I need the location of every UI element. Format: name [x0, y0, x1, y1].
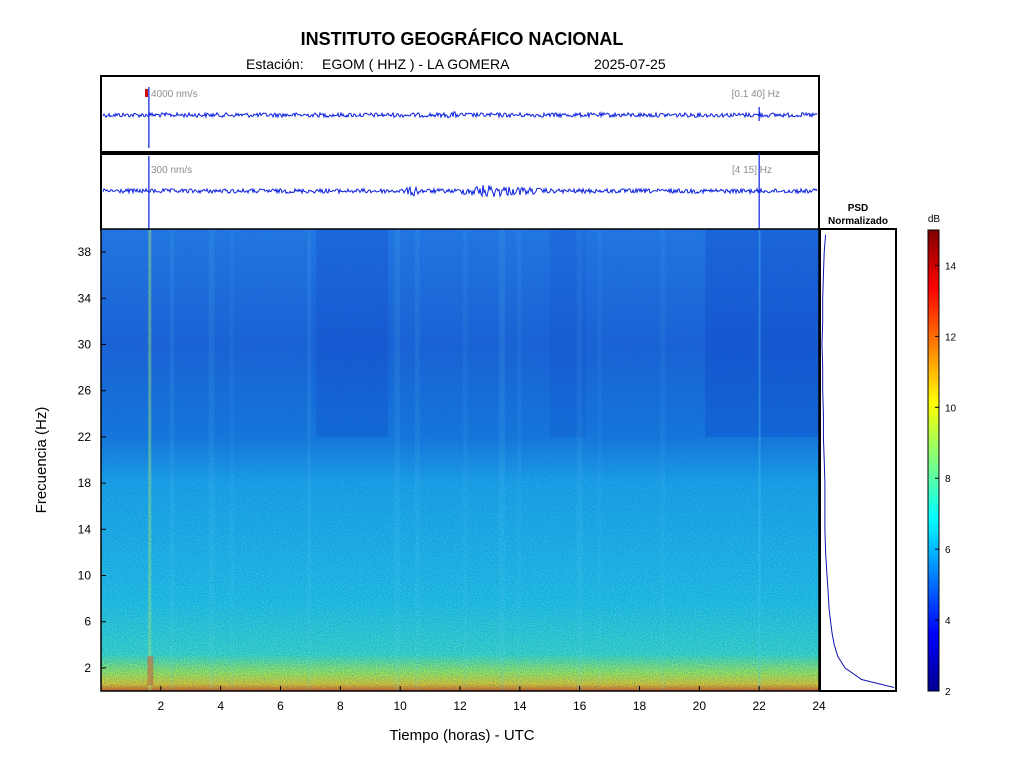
x-tick-label: 8 [337, 699, 344, 713]
colorbar-tick-label: 6 [945, 545, 951, 556]
x-tick-label: 22 [752, 699, 766, 713]
trace-panel-broadband: 4000 nm/s [0.1 40] Hz [100, 75, 820, 153]
colorbar-tick-label: 14 [945, 261, 957, 272]
y-tick-label: 6 [84, 615, 91, 629]
colorbar-tick-label: 2 [945, 687, 951, 698]
psd-panel: PSD Normalizado [819, 203, 897, 692]
x-tick-label: 16 [573, 699, 587, 713]
x-tick-label: 6 [277, 699, 284, 713]
trace-panel-filtered: 300 nm/s [4 15] Hz [100, 153, 820, 231]
spectrogram-plot: 2 4 6 8 10 12 14 16 18 20 22 24 261014182226303438 … [33, 228, 826, 744]
trace-line [102, 111, 818, 119]
x-axis: 2 4 6 8 10 12 14 16 18 20 22 24 [157, 686, 826, 713]
y-tick-label: 26 [78, 384, 92, 398]
date-label: 2025-07-25 [594, 56, 666, 72]
x-tick-label: 10 [393, 699, 407, 713]
amplitude-scale-marker [145, 89, 148, 97]
x-tick-label: 4 [217, 699, 224, 713]
colorbar-tick-label: 4 [945, 616, 951, 627]
x-tick-label: 24 [812, 699, 826, 713]
psd-title-line1: PSD [848, 203, 869, 214]
trace-band-label: [0.1 40] Hz [732, 89, 780, 100]
colorbar-ticks: 2 4 6 8 10 12 14 [935, 261, 957, 698]
trace-waveform [102, 87, 818, 148]
station-label: Estación: [246, 56, 304, 72]
trace-band-label: [4 15] Hz [732, 165, 772, 176]
psd-title-line2: Normalizado [828, 216, 888, 227]
y-axis-label: Frecuencia (Hz) [33, 407, 50, 514]
x-tick-label: 18 [633, 699, 647, 713]
trace-amplitude-label: 4000 nm/s [151, 89, 198, 100]
x-axis-label: Tiempo (horas) - UTC [389, 727, 534, 744]
y-tick-label: 30 [78, 338, 92, 352]
trace-line [102, 185, 818, 198]
colorbar-unit: dB [928, 214, 941, 225]
y-tick-label: 18 [78, 476, 92, 490]
x-tick-label: 20 [693, 699, 707, 713]
x-tick-label: 14 [513, 699, 527, 713]
y-tick-label: 14 [78, 522, 92, 536]
colorbar: dB 2 4 6 8 10 12 14 [927, 214, 957, 698]
figure-title: INSTITUTO GEOGRÁFICO NACIONAL [301, 28, 624, 49]
colorbar-tick-label: 12 [945, 332, 957, 343]
psd-curve [821, 234, 895, 688]
station-value: EGOM ( HHZ ) - LA GOMERA [322, 56, 510, 72]
x-tick-label: 2 [157, 699, 164, 713]
trace-amplitude-label: 300 nm/s [151, 165, 192, 176]
colorbar-tick-label: 10 [945, 403, 957, 414]
y-tick-label: 38 [78, 245, 92, 259]
y-tick-label: 2 [84, 661, 91, 675]
x-tick-label: 12 [453, 699, 467, 713]
y-tick-label: 22 [78, 430, 92, 444]
trace-waveform [102, 153, 818, 229]
colorbar-tick-label: 8 [945, 474, 951, 485]
y-tick-label: 34 [78, 291, 92, 305]
y-tick-label: 10 [78, 569, 92, 583]
